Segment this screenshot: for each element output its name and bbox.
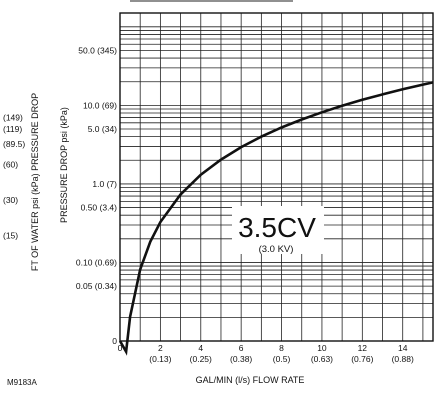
y-tick-label: 0.50 (3.4) <box>81 203 118 213</box>
annotation-box <box>232 206 324 254</box>
x-tick-sublabel: (0.25) <box>190 354 212 364</box>
y-tick-label: 5.0 (34) <box>88 124 117 134</box>
left-scale-labels: (149)(119) (89.5) (60) (30) (15) <box>3 113 25 241</box>
y-tick-label: 50.0 (345) <box>78 45 117 55</box>
plot-frame <box>119 12 434 342</box>
x-tick-label: 6 <box>239 343 244 353</box>
x-tick-sublabel: (0.5) <box>273 354 291 364</box>
left-tick-label: (119) <box>3 124 22 134</box>
left-tick-label: (30) <box>3 195 18 205</box>
x-tick-label: 14 <box>398 343 408 353</box>
y-tick-label: 0.05 (0.34) <box>76 281 117 291</box>
cv-curve <box>118 81 434 356</box>
grid <box>120 13 433 341</box>
y-tick-label: 10.0 (69) <box>83 100 117 110</box>
left-axis-label: FT OF WATER psi (kPa) PRESSURE DROP <box>30 93 40 271</box>
figure-code: M9183A <box>7 378 37 387</box>
annotation-layer: 3.5CV (3.0 KV) <box>232 206 324 255</box>
cv-annotation: 3.5CV <box>238 212 316 243</box>
x-tick-label: 4 <box>198 343 203 353</box>
x-tick-sublabel: (0.38) <box>230 354 252 364</box>
x-tick-label: 0 <box>118 343 123 353</box>
left-tick-label: (89.5) <box>3 139 25 149</box>
x-tick-labels: 0 2(0.13)4(0.25)6(0.38)8(0.5)10(0.63)12(0… <box>118 343 414 364</box>
x-axis-label: GAL/MIN (l/s) FLOW RATE <box>196 375 305 385</box>
y-axis-label: PRESSURE DROP psi (kPa) <box>59 107 69 223</box>
kv-annotation: (3.0 KV) <box>259 244 294 255</box>
x-tick-label: 2 <box>158 343 163 353</box>
y-tick-label: 0 <box>112 336 117 346</box>
x-tick-label: 12 <box>358 343 368 353</box>
x-tick-sublabel: (0.76) <box>351 354 373 364</box>
left-tick-label: (149) <box>3 113 23 123</box>
x-tick-sublabel: (0.63) <box>311 354 333 364</box>
x-tick-label: 8 <box>279 343 284 353</box>
x-tick-sublabel: (0.88) <box>392 354 414 364</box>
left-tick-label: (60) <box>3 159 18 169</box>
left-tick-label: (15) <box>3 231 18 241</box>
y-tick-label: 1.0 (7) <box>92 179 117 189</box>
curve-layer <box>118 81 434 356</box>
y-tick-label: 0.10 (0.69) <box>76 257 117 267</box>
y-tick-labels: 50.0 (345) 10.0 (69) 5.0 (34) 1.0 (7) 0.50 (… <box>76 45 117 346</box>
x-tick-sublabel: (0.13) <box>149 354 171 364</box>
x-tick-label: 10 <box>317 343 327 353</box>
